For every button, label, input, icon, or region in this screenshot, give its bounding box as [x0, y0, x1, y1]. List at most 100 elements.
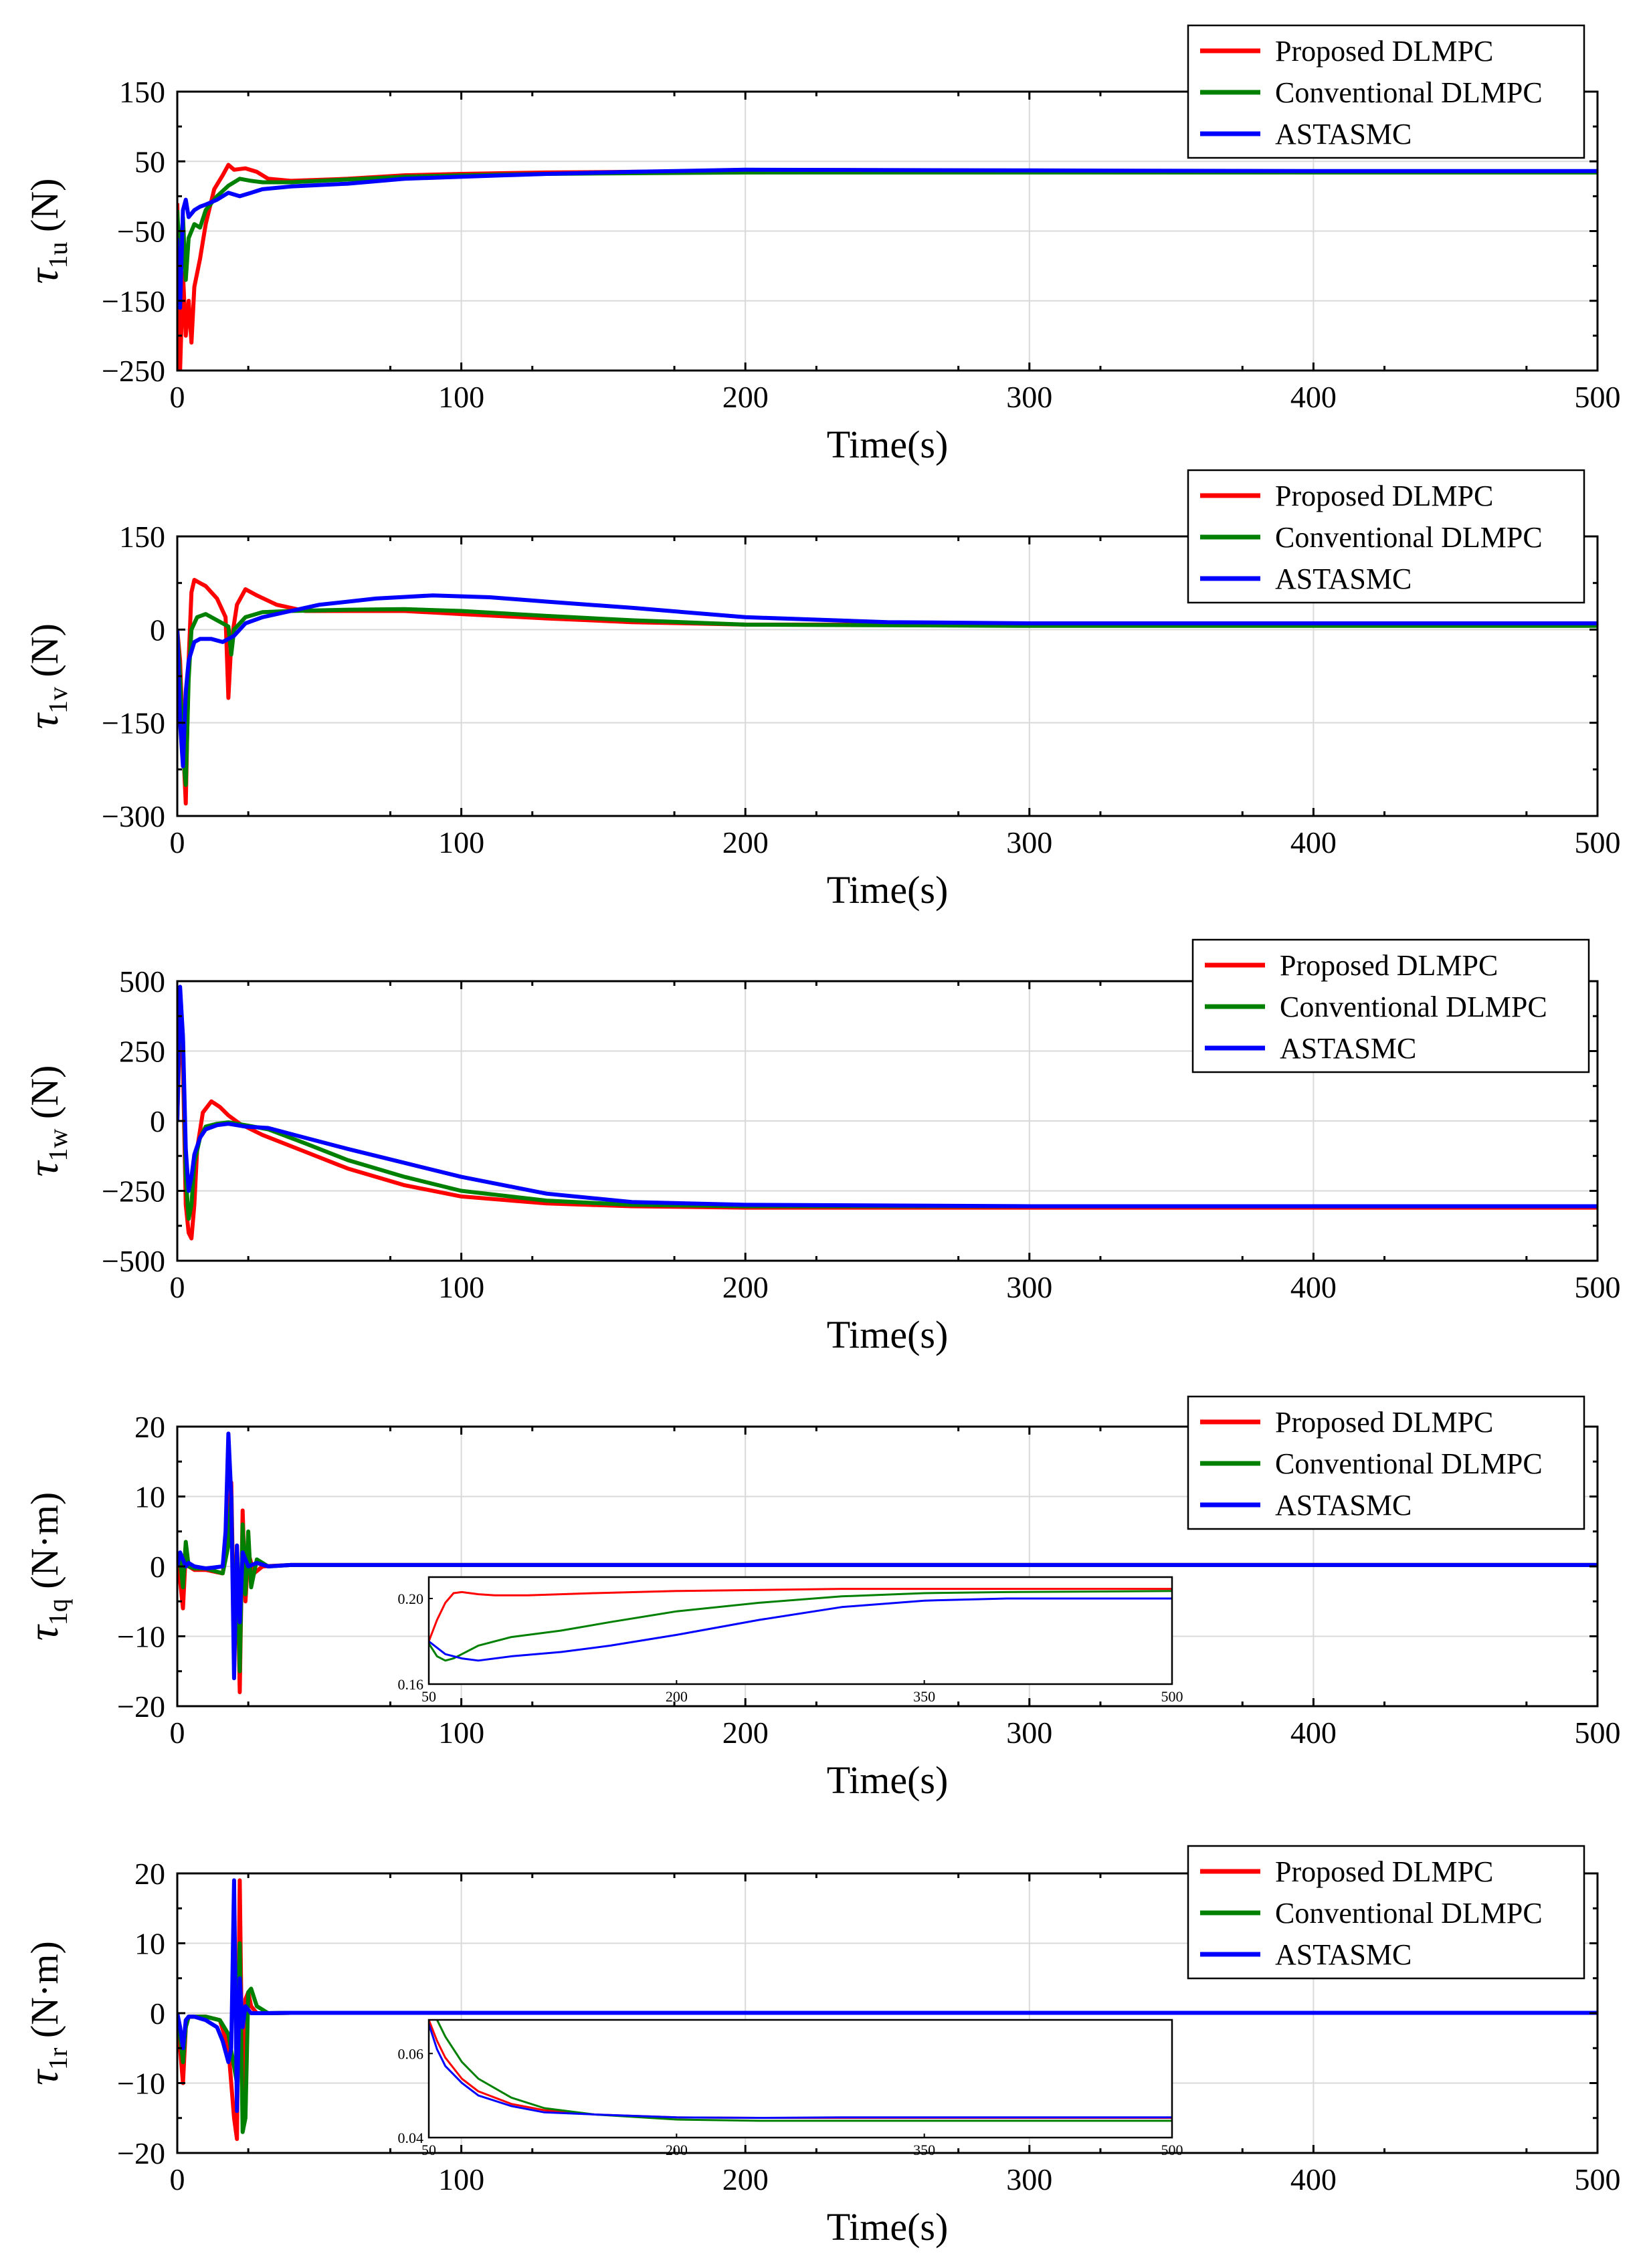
x-tick-label: 400: [1290, 380, 1337, 414]
x-tick-label: 200: [722, 1716, 769, 1750]
y-tick-label: 150: [119, 520, 165, 554]
legend: Proposed DLMPC Conventional DLMPC ASTASMC: [1187, 469, 1585, 604]
x-tick-label: 300: [1006, 1716, 1052, 1750]
legend: Proposed DLMPC Conventional DLMPC ASTASMC: [1187, 1845, 1585, 1980]
y-tick-label: 20: [134, 1410, 165, 1444]
x-axis-title: Time(s): [827, 423, 949, 466]
y-tick-label: −20: [117, 1689, 165, 1724]
y-axis-unit: (N·m): [23, 1492, 66, 1599]
x-tick-label: 200: [722, 380, 769, 414]
series-line-astasmc: [177, 1878, 1597, 2114]
inset-x-tick-label: 500: [1161, 1688, 1183, 1705]
legend-label-conventional: Conventional DLMPC: [1275, 1447, 1543, 1480]
series-group: [177, 1431, 1597, 1695]
y-axis-title: τ1v (N): [19, 623, 73, 729]
x-tick-label: 300: [1006, 2162, 1052, 2196]
legend-label-conventional: Conventional DLMPC: [1280, 991, 1547, 1023]
x-tick-label: 300: [1006, 380, 1052, 414]
legend-label-proposed: Proposed DLMPC: [1275, 1406, 1493, 1439]
y-tick-label: 0: [150, 1550, 165, 1584]
chart-panel-1u: 0 100 200 300 400 500 150 50 −50 −150 −250 Time(s) τ…: [19, 24, 1621, 466]
x-tick-label: 200: [722, 1270, 769, 1304]
y-axis-subscript: 1r: [43, 2048, 73, 2070]
x-axis-title: Time(s): [827, 1758, 949, 1802]
legend-label-astasmc: ASTASMC: [1275, 1489, 1412, 1522]
series-line-proposed: [177, 578, 1597, 806]
x-tick-label: 100: [438, 1716, 484, 1750]
x-tick-label: 100: [438, 1270, 484, 1304]
legend-label-astasmc: ASTASMC: [1275, 118, 1412, 150]
y-axis-unit: (N): [23, 1065, 66, 1129]
inset-line-astasmc: [429, 1597, 1172, 1662]
x-tick-label: 0: [170, 1716, 185, 1750]
legend: Proposed DLMPC Conventional DLMPC ASTASMC: [1187, 1395, 1585, 1530]
x-tick-label: 100: [438, 825, 484, 859]
y-tick-label: −50: [117, 215, 165, 249]
x-axis-title: Time(s): [827, 1313, 949, 1356]
y-tick-label: 10: [134, 1927, 165, 1961]
legend-label-conventional: Conventional DLMPC: [1275, 1897, 1543, 1930]
legend-label-astasmc: ASTASMC: [1280, 1032, 1416, 1065]
inset-line-conventional: [429, 1590, 1172, 1662]
inset-chart: 50 200 350 500 0.06 0.04: [398, 2019, 1183, 2158]
y-axis-unit: (N): [23, 623, 66, 687]
y-axis-symbol: τ: [19, 267, 67, 284]
y-axis-symbol: τ: [19, 2069, 67, 2085]
y-tick-label: 20: [134, 1857, 165, 1891]
x-tick-label: 200: [722, 825, 769, 859]
inset-x-tick-label: 50: [421, 1688, 436, 1705]
y-tick-label: −300: [102, 799, 165, 833]
x-tick-label: 500: [1575, 1270, 1621, 1304]
x-tick-label: 0: [170, 380, 185, 414]
x-tick-label: 0: [170, 2162, 185, 2196]
series-group: [177, 578, 1597, 806]
inset-x-tick-label: 350: [913, 1688, 935, 1705]
y-tick-label: 50: [134, 144, 165, 179]
x-axis-title: Time(s): [827, 868, 949, 912]
y-axis-subscript: 1v: [43, 687, 73, 714]
legend-label-astasmc: ASTASMC: [1275, 562, 1412, 595]
inset-chart: 50 200 350 500 0.20 0.16: [398, 1576, 1183, 1705]
inset-line-astasmc: [429, 2023, 1172, 2119]
inset-y-tick-label: 0.20: [398, 1590, 424, 1607]
x-tick-label: 0: [170, 1270, 185, 1304]
y-tick-label: −250: [102, 354, 165, 388]
x-tick-label: 0: [170, 825, 185, 859]
y-tick-label: 0: [150, 1996, 165, 2031]
legend-label-astasmc: ASTASMC: [1275, 1938, 1412, 1971]
x-tick-label: 400: [1290, 1270, 1337, 1304]
chart-panel-1v: 0 100 200 300 400 500 150 0 −150 −300 Time(s) τ1v (…: [19, 469, 1621, 912]
inset-y-tick-label: 0.16: [398, 1676, 424, 1693]
y-axis-symbol: τ: [19, 1624, 67, 1641]
series-line-proposed: [177, 163, 1597, 371]
inset-x-tick-label: 350: [913, 2142, 935, 2158]
y-tick-label: 0: [150, 1104, 165, 1138]
y-tick-label: −150: [102, 706, 165, 740]
inset-x-tick-label: 500: [1161, 2142, 1183, 2158]
x-tick-label: 400: [1290, 825, 1337, 859]
y-tick-label: −20: [117, 2136, 165, 2170]
x-tick-label: 400: [1290, 2162, 1337, 2196]
inset-x-tick-label: 50: [421, 2142, 436, 2158]
y-tick-label: −10: [117, 1620, 165, 1654]
series-group: [177, 985, 1597, 1241]
inset-frame: [427, 1576, 1173, 1685]
x-tick-label: 500: [1575, 380, 1621, 414]
x-tick-label: 100: [438, 2162, 484, 2196]
inset-y-tick-label: 0.06: [398, 2045, 424, 2062]
x-tick-label: 500: [1575, 1716, 1621, 1750]
y-tick-label: −150: [102, 284, 165, 318]
series-line-astasmc: [177, 985, 1597, 1209]
legend-label-proposed: Proposed DLMPC: [1275, 35, 1493, 68]
y-axis-title: τ1u (N): [19, 179, 73, 284]
series-line-astasmc: [177, 593, 1597, 768]
y-axis-unit: (N·m): [23, 1941, 66, 2047]
inset-background: [429, 1577, 1172, 1684]
y-axis-title: τ1q (N·m): [19, 1492, 73, 1641]
y-tick-label: −500: [102, 1244, 165, 1278]
inset-line-proposed: [429, 1588, 1172, 1642]
y-axis-symbol: τ: [19, 712, 67, 729]
